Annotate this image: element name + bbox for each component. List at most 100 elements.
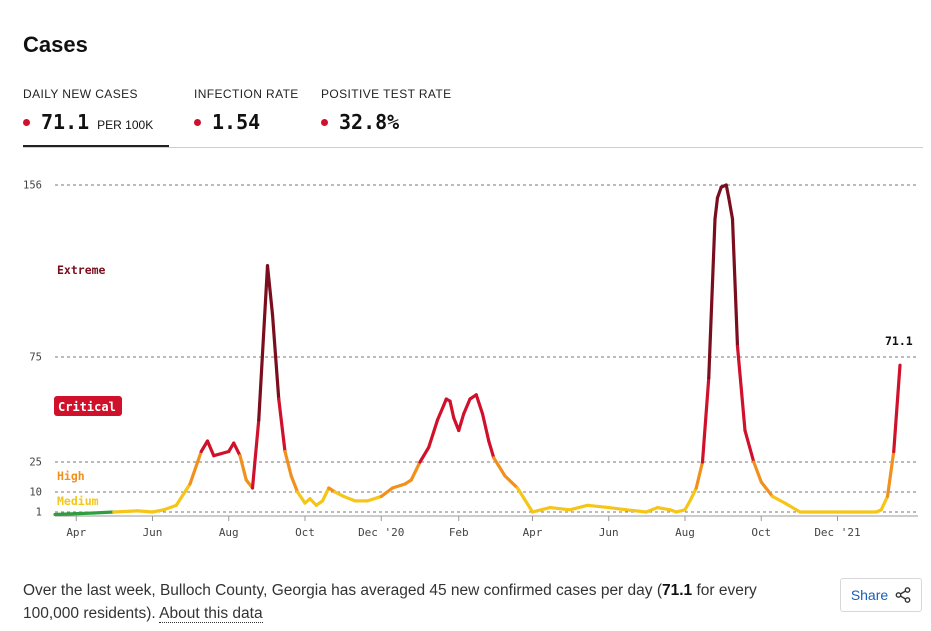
series-segment [724,183,731,200]
series-segment [683,499,692,512]
series-segment [480,412,491,443]
series-segment [487,439,496,460]
series-segment [379,486,395,499]
series-segment [199,439,210,454]
x-tick-label: Aug [675,526,695,539]
series-segment [320,486,331,503]
series-segment [694,460,705,490]
series-segment [390,482,407,490]
series-segment [409,460,422,482]
risk-level-label: Extreme [57,263,106,277]
series-segment [879,494,890,512]
share-label: Share [850,587,889,603]
series-segment [568,503,590,512]
y-tick-label: 156 [23,180,42,192]
series-segment [265,264,275,317]
x-tick-label: Jun [143,526,163,539]
series-segment [342,494,357,503]
series-segment [365,494,383,503]
summary-text: Over the last week, Bulloch County, Geor… [23,579,803,625]
series-segment [427,418,440,449]
tab-infection-rate[interactable]: INFECTION RATE 1.54 [194,84,309,134]
series-segment [238,454,248,482]
status-dot-icon [194,119,201,126]
series-segment [743,428,756,464]
series-segment [212,449,231,458]
tabs-divider [23,147,923,148]
series-segment [503,474,520,490]
y-tick-label: 75 [29,352,42,364]
series-segment [457,412,466,433]
series-segment [92,510,116,515]
series-segment [752,460,763,484]
x-tick-label: Apr [66,526,86,539]
series-segment [713,196,720,221]
summary-part: Over the last week, Bulloch County, Geor… [23,582,662,599]
series-segment [135,509,155,514]
y-tick-label: 1 [36,507,42,519]
series-segment [730,217,740,348]
series-segment [250,418,261,490]
x-tick-label: Dec '20 [358,526,404,539]
series-segment [162,503,178,512]
series-segment [474,393,485,416]
share-button[interactable]: Share [840,578,922,612]
x-tick-label: Aug [219,526,239,539]
tab-value: 71.1 [41,110,90,134]
status-dot-icon [23,119,30,126]
series-segment [735,344,747,433]
x-tick-label: Jun [599,526,619,539]
x-tick-label: Oct [295,526,315,539]
series-segment [655,505,672,512]
cases-line-chart: 1 10 25 75 156 Extreme Critical High Medium Apr Ju… [23,180,918,539]
x-tick-label: Apr [523,526,543,539]
risk-level-badge [54,396,122,416]
series-segment [759,480,775,499]
risk-level-label: Critical [58,400,116,414]
series-segment [644,505,660,514]
series-segment [257,264,270,422]
y-tick-label: 25 [29,457,42,469]
series-segment [205,439,216,458]
series-segment [892,363,902,454]
series-segment [607,505,628,512]
x-tick-label: Dec '21 [814,526,860,539]
series-segment [715,185,723,200]
series-segment [515,486,535,514]
series-segment [624,508,648,514]
series-segment [188,449,203,486]
summary-part: for every 100,000 residents). [23,582,757,622]
tab-label: DAILY NEW CASES [23,87,138,101]
y-tick-label: 10 [29,487,42,499]
series-segment [295,490,307,505]
series-segment [700,376,711,464]
series-segment [707,217,717,380]
series-segment [174,482,192,507]
series-segment [727,196,735,221]
metric-tabs: DAILY NEW CASES 71.1 PER 100K INFECTION … [23,84,923,148]
share-icon [895,587,911,603]
tab-value: 32.8% [339,110,400,134]
tab-positive-test-rate[interactable]: POSITIVE TEST RATE 32.8% [321,84,461,134]
series-segment [333,490,346,499]
tab-daily-new-cases[interactable]: DAILY NEW CASES 71.1 PER 100K [23,84,169,148]
series-segment [770,494,787,505]
risk-level-label: High [57,469,85,483]
series-segment [462,397,472,416]
series-segment [270,312,281,401]
about-data-link[interactable]: About this data [159,605,263,623]
x-tick-label: Oct [751,526,771,539]
series-segment [289,474,300,494]
series-segment [548,505,572,512]
series-segment [448,399,456,420]
tab-unit: PER 100K [97,118,154,132]
tab-value: 1.54 [212,110,261,134]
series-segment [783,501,802,514]
series-segment [232,441,242,458]
last-value-label: 71.1 [885,334,913,348]
series-segment [418,445,431,464]
series-segment [283,449,293,478]
tab-label: POSITIVE TEST RATE [321,87,452,101]
series-segment [112,509,140,514]
series-segment [885,449,896,499]
